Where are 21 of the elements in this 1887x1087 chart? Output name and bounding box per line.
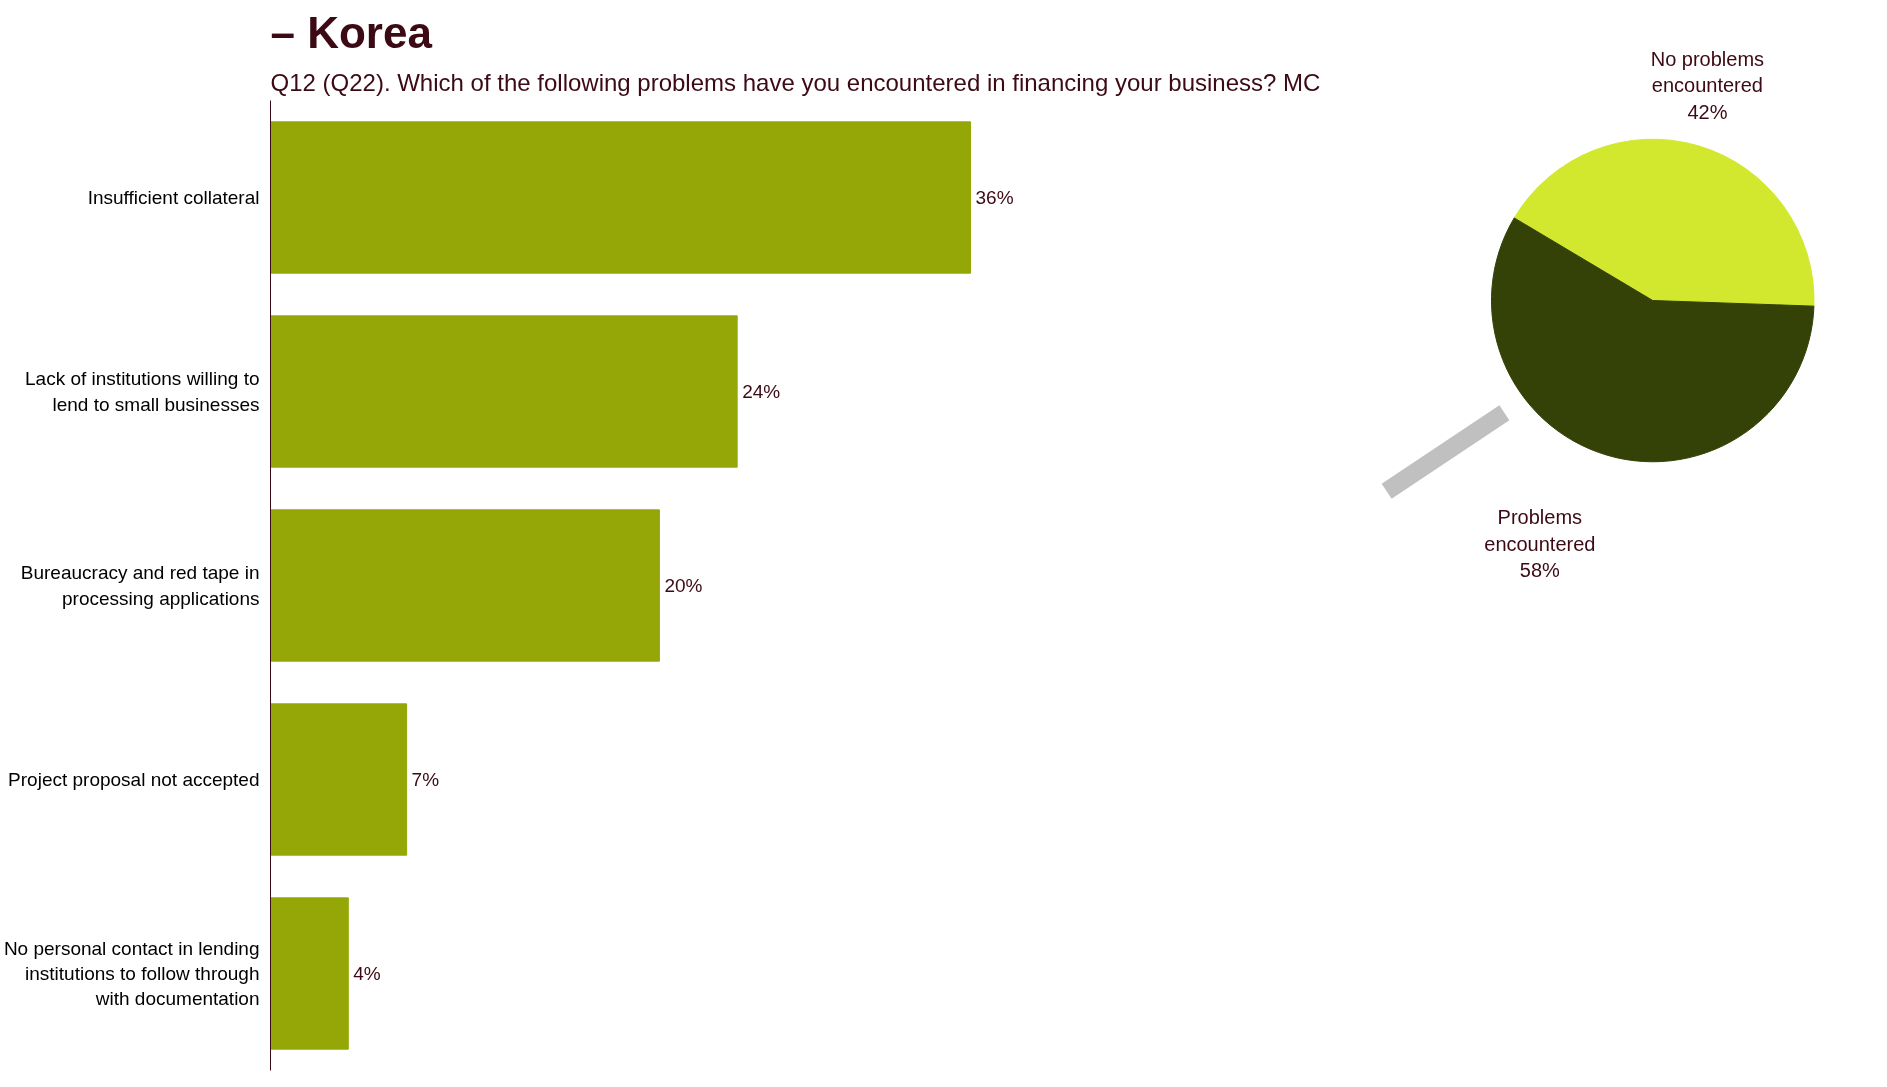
y-tick-label: Bureaucracy and red tape in processing applications — [20, 562, 260, 609]
data-label: 36% — [975, 187, 1014, 208]
y-tick-label: Insufficient collateral — [87, 187, 260, 208]
data-label: 7% — [411, 769, 440, 790]
bar — [270, 509, 660, 662]
data-label: 4% — [353, 963, 381, 984]
data-label: 42% — [1687, 100, 1728, 123]
slice-label: Problems encountered — [1484, 506, 1596, 555]
chart-title: – Korea — [270, 7, 433, 57]
data-label: 24% — [742, 381, 781, 402]
slice-label: No problems encountered — [1650, 47, 1765, 97]
data-label: 58% — [1519, 559, 1561, 582]
bar — [270, 121, 971, 274]
data-label: 20% — [664, 575, 703, 596]
y-tick-label: Project proposal not accepted — [8, 769, 260, 790]
bar — [270, 315, 738, 468]
bar — [270, 897, 349, 1050]
bar — [270, 703, 408, 856]
chart-subtitle: Q12 (Q22). Which of the following problems have you encountered in financing your business? MC — [270, 68, 1321, 96]
y-tick-label: Lack of institutions willing to lend to small businesses — [25, 368, 260, 415]
y-tick-label: No personal contact in lending institutions to follow through with documentation — [3, 937, 260, 1010]
